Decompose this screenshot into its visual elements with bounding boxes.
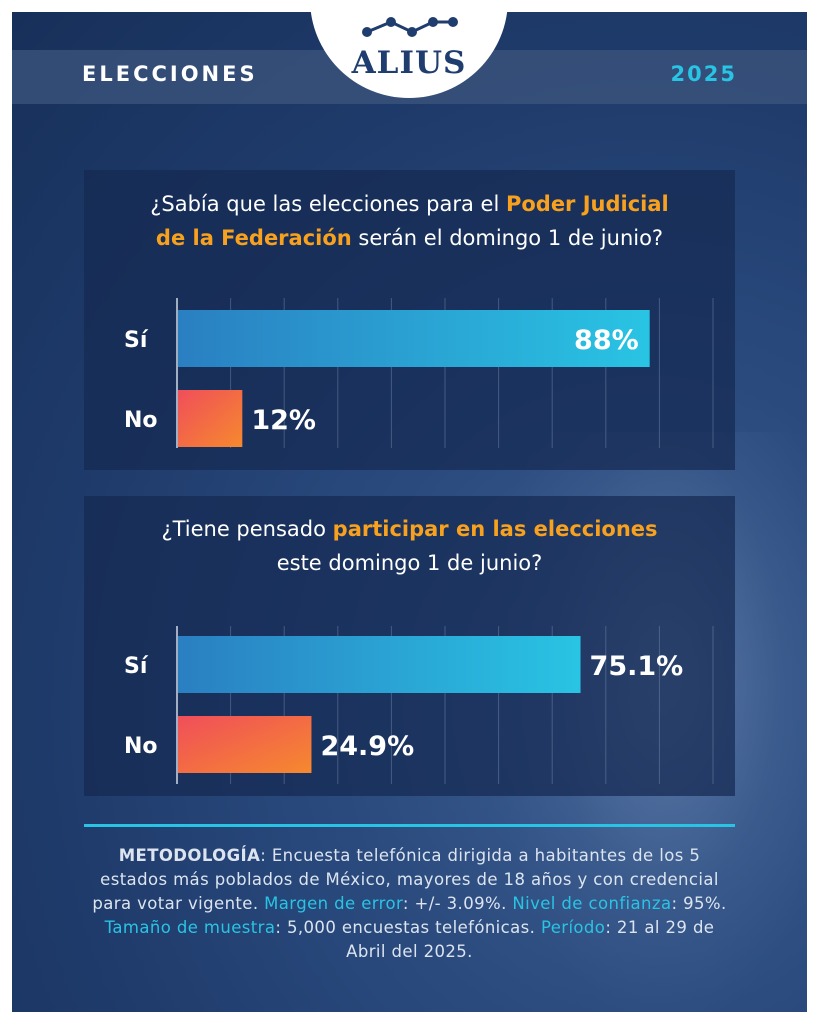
question-1-title: ¿Sabía que las elecciones para el Poder … — [150, 192, 669, 250]
bar-si — [178, 636, 581, 693]
category-label: No — [124, 734, 158, 759]
chart-2: Sí 75.1% No 24.9% — [124, 626, 714, 784]
question-panel-1: ¿Sabía que las elecciones para el Poder … — [84, 170, 735, 470]
category-label: No — [124, 408, 158, 433]
question-panel-2: ¿Tiene pensado participar en las eleccio… — [84, 496, 735, 796]
infographic-frame: ELECCIONES 2025 ALIUS ¿Sabía que las ele… — [12, 12, 807, 1012]
chart-1: Sí 88% No 12% — [124, 298, 714, 448]
bar-si — [178, 310, 650, 367]
category-label: Sí — [124, 654, 149, 679]
value-label: 75.1% — [590, 651, 684, 682]
brand-name: ALIUS — [351, 45, 467, 81]
category-label: Sí — [124, 328, 149, 353]
value-label: 24.9% — [320, 731, 414, 762]
brand-logo: ALIUS — [310, 12, 508, 98]
methodology-divider — [84, 824, 735, 827]
methodology-text: METODOLOGÍA: Encuesta telefónica dirigid… — [92, 846, 727, 961]
question-2-title: ¿Tiene pensado participar en las eleccio… — [161, 517, 658, 575]
value-label: 88% — [574, 325, 639, 356]
section-title: ELECCIONES — [82, 62, 258, 86]
bar-no — [178, 390, 243, 447]
logo-line-icon — [362, 17, 458, 37]
value-label: 12% — [251, 405, 316, 436]
bar-no — [178, 716, 312, 773]
year-label: 2025 — [670, 62, 737, 86]
